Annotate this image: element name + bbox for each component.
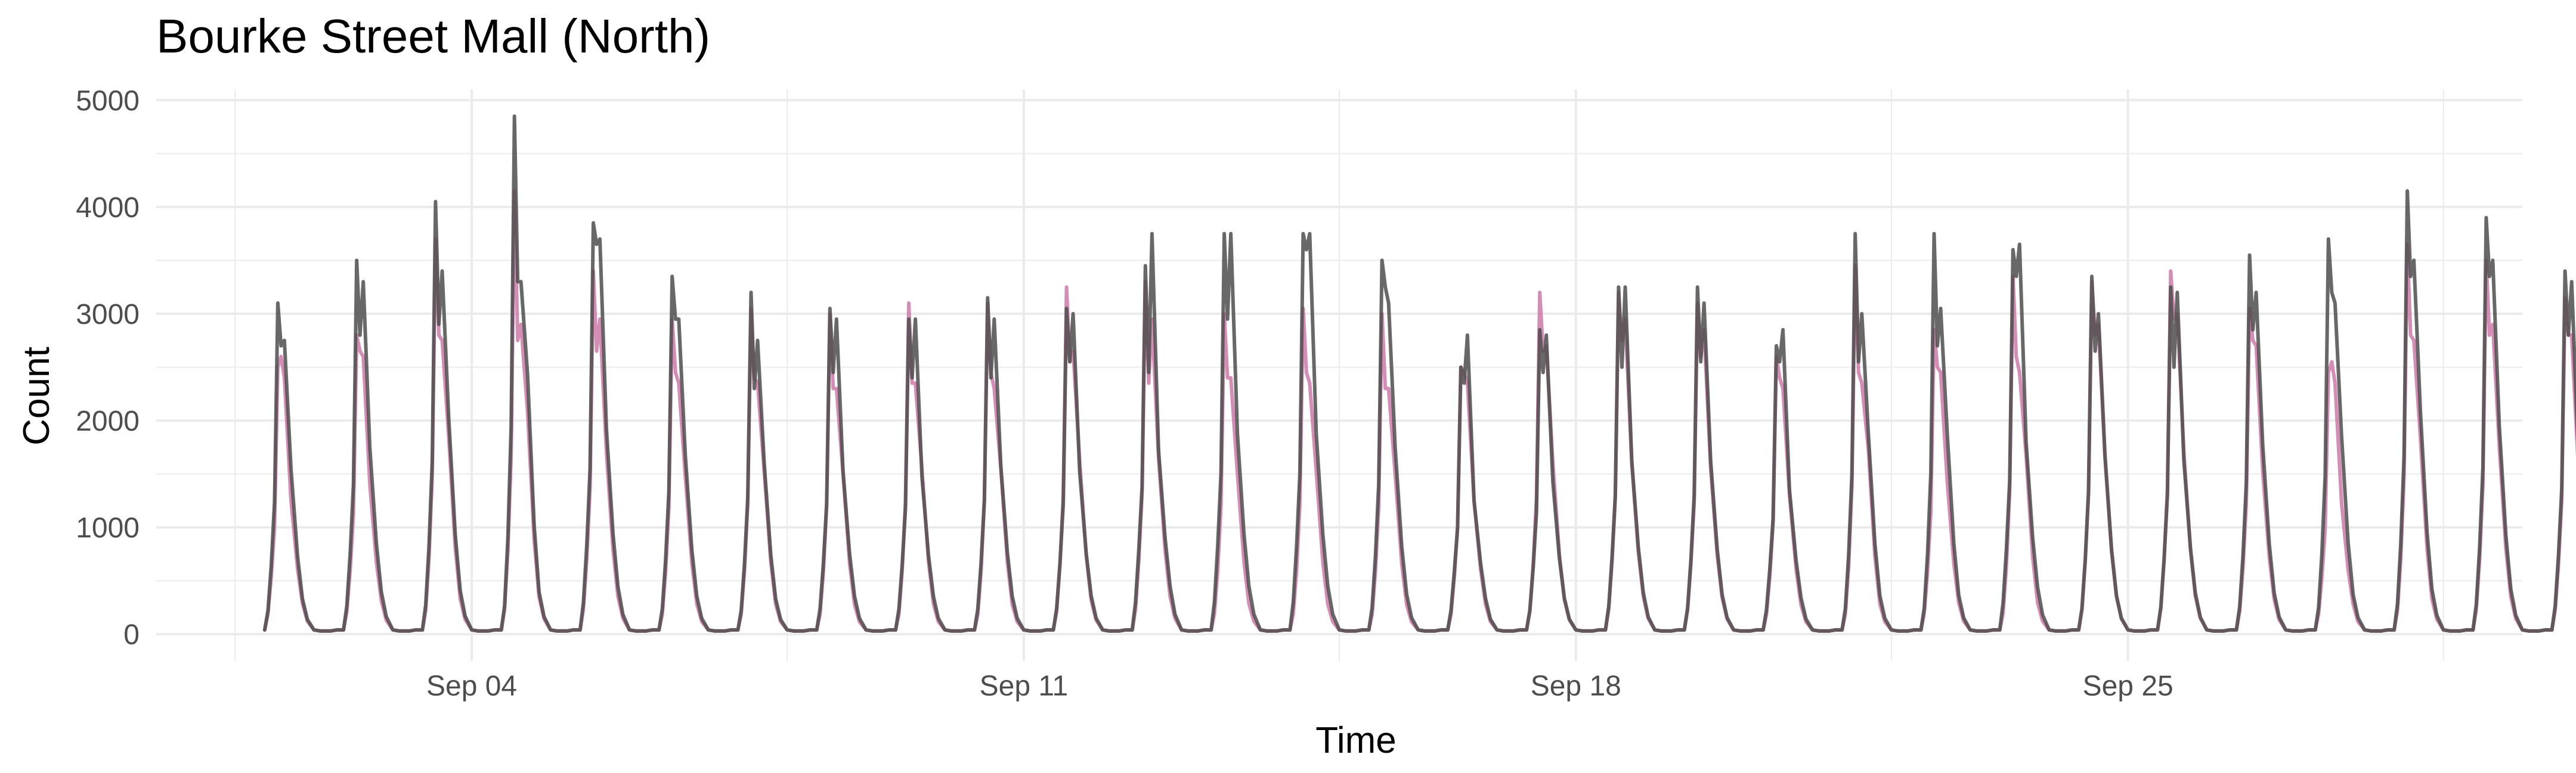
x-axis-ticks: Sep 04 Sep 11 Sep 18 Sep 25 — [426, 670, 2174, 702]
x-tick-label: Sep 04 — [426, 670, 517, 702]
y-axis-ticks: 0 1000 2000 3000 4000 5000 — [76, 85, 140, 651]
x-axis-title: Time — [1315, 720, 1396, 761]
y-tick-label: 1000 — [76, 512, 140, 544]
y-tick-label: 3000 — [76, 299, 140, 330]
x-tick-label: Sep 25 — [2083, 670, 2174, 702]
y-axis-title: Count — [16, 347, 57, 445]
grid — [156, 89, 2522, 661]
y-tick-label: 4000 — [76, 192, 140, 224]
y-tick-label: 2000 — [76, 406, 140, 437]
x-tick-label: Sep 11 — [980, 670, 1069, 702]
series-group — [262, 114, 2576, 633]
y-tick-label: 0 — [123, 619, 140, 651]
series-line-dark — [262, 114, 2576, 633]
series-line-pink — [262, 189, 2576, 633]
y-tick-label: 5000 — [76, 85, 140, 117]
x-tick-label: Sep 18 — [1531, 670, 1621, 702]
chart-title: Bourke Street Mall (North) — [156, 10, 710, 63]
